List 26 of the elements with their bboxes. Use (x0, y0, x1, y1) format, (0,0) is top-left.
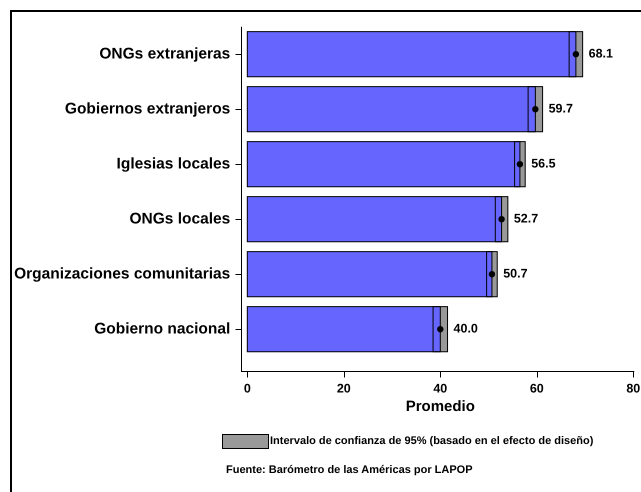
x-tick-label: 0 (244, 382, 251, 396)
data-label: 50.7 (503, 266, 528, 281)
y-tick-label: Organizaciones comunitarias (14, 265, 230, 282)
y-tick-label: Gobierno nacional (94, 320, 230, 338)
x-axis-title: Promedio (406, 398, 475, 415)
y-tick-label: ONGs extranjeras (99, 45, 230, 62)
y-tick-label: ONGs locales (130, 210, 230, 228)
y-tick-label: Iglesias locales (116, 155, 230, 172)
data-label: 56.5 (531, 156, 556, 171)
data-label: 68.1 (588, 46, 614, 61)
data-label: 40.0 (454, 322, 478, 336)
point (488, 271, 496, 278)
data-label: 59.7 (548, 102, 573, 116)
point (498, 216, 505, 222)
y-tick-label: Gobiernos extranjeros (64, 100, 230, 118)
x-tick-label: 80 (626, 382, 640, 396)
data-label: 52.7 (514, 212, 538, 226)
point (516, 161, 524, 168)
x-tick-label: 40 (433, 382, 448, 396)
source-note: Fuente: Barómetro de las Américas por LAPOP (226, 464, 473, 477)
text: Intervalo de confianza de 95% (basado en el efecto de diseño) (270, 435, 594, 448)
x-tick-label: 60 (530, 382, 544, 396)
point (532, 106, 539, 112)
point (572, 51, 580, 58)
point (437, 326, 444, 332)
x-tick-label: 20 (336, 382, 351, 396)
